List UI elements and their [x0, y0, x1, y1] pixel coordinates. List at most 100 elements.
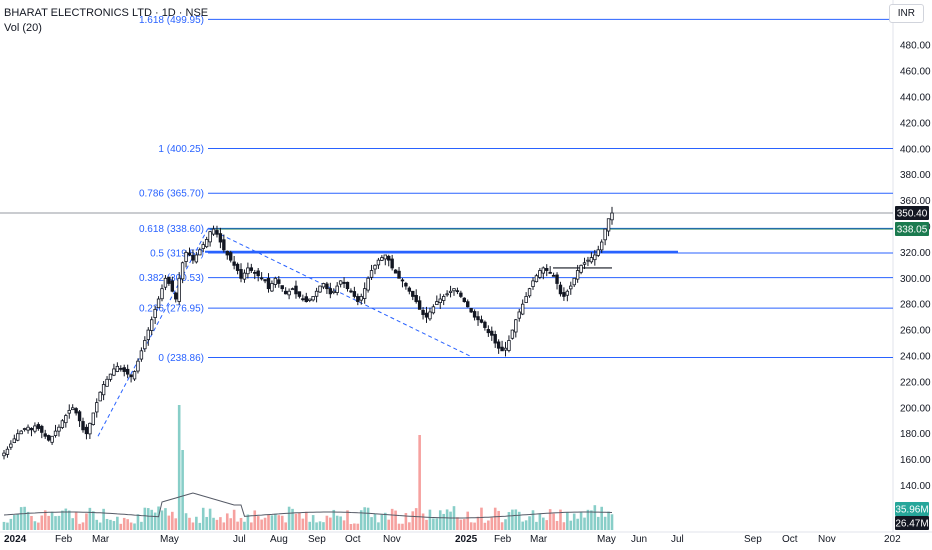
candle-body [225, 250, 229, 256]
candle-body [112, 368, 116, 376]
y-tick-label: 480.00 [900, 41, 931, 52]
volume-bar [524, 520, 528, 530]
volume-bar [43, 510, 47, 530]
volume-bar [442, 513, 445, 530]
volume-bar [98, 522, 102, 530]
volume-bar [85, 513, 88, 530]
candle-body [280, 285, 284, 290]
candle-body [455, 290, 460, 293]
volume-bar [411, 511, 415, 530]
volume-bar [2, 521, 6, 530]
candle-body [191, 255, 195, 261]
volume-bar [425, 519, 428, 530]
volume-bar [105, 518, 109, 530]
candle-body [610, 212, 614, 221]
volume-bar [459, 519, 463, 530]
x-tick-label: Nov [818, 534, 836, 545]
candle-body [283, 290, 288, 295]
volume-bar [315, 522, 318, 530]
candle-body [208, 231, 212, 243]
x-tick-label: Oct [782, 534, 798, 545]
volume-bar [19, 507, 23, 530]
volume-bar [356, 523, 360, 530]
volume-bar [277, 515, 281, 530]
candle-body [160, 288, 164, 300]
volume-bar [92, 511, 95, 530]
candle-body [366, 277, 370, 291]
volume-bar [538, 513, 542, 530]
volume-bar [112, 521, 116, 530]
candle-body [332, 290, 336, 293]
volume-indicator-label[interactable]: Vol (20) [4, 22, 42, 34]
candle-body [345, 281, 350, 290]
volume-bar [342, 520, 346, 530]
candle-body [273, 277, 278, 285]
candle-body [229, 252, 233, 261]
candle-body [593, 254, 597, 261]
y-tick-label: 280.00 [900, 300, 931, 311]
volume-bar [116, 516, 119, 530]
volume-bar [394, 510, 397, 530]
volume-bar [246, 514, 250, 530]
x-tick-label: Sep [744, 534, 762, 545]
volume-bar [291, 508, 294, 530]
volume-bar [339, 516, 342, 530]
volume-bar [78, 523, 81, 530]
candle-body [146, 329, 150, 340]
x-tick-label: Jul [233, 534, 246, 545]
y-tick-label: 460.00 [900, 67, 931, 78]
fib-trend-up [97, 228, 209, 437]
candle-body [417, 300, 422, 310]
candle-body [136, 360, 140, 372]
candle-body [527, 288, 532, 297]
y-tick-label: 380.00 [900, 170, 931, 181]
currency-button[interactable]: INR [888, 4, 924, 23]
volume-bar [225, 513, 229, 530]
volume-bar [263, 517, 267, 530]
candle-body [469, 308, 473, 313]
candle-body [177, 277, 181, 302]
candle-body [500, 346, 504, 352]
candle-body [143, 340, 147, 350]
volume-bar [566, 512, 569, 530]
symbol-title[interactable]: BHARAT ELECTRONICS LTD · 1D · NSE [4, 7, 209, 19]
candle-body [67, 409, 71, 414]
y-tick-label: 440.00 [900, 93, 931, 104]
candle-body [562, 292, 566, 297]
volume-bar [95, 519, 99, 530]
candle-body [57, 426, 61, 432]
volume-bar [380, 514, 384, 530]
candle-body [586, 259, 590, 262]
volume-bar [287, 506, 291, 530]
volume-bar [572, 513, 576, 530]
volume-bar [603, 516, 607, 530]
candle-body [572, 277, 576, 286]
volume-bar [174, 518, 178, 530]
candle-body [606, 218, 611, 232]
candle-body [108, 373, 113, 380]
volume-bar [346, 510, 349, 530]
volume-bar [466, 511, 470, 530]
candle-body [534, 275, 539, 283]
volume-bar [253, 510, 257, 530]
volume-bar [480, 507, 483, 530]
candle-body [26, 426, 30, 431]
volume-bar [541, 517, 545, 530]
x-tick-label: 2024 [4, 534, 27, 545]
volume-bar [195, 516, 198, 530]
candle-body [342, 281, 346, 284]
candle-body [119, 367, 123, 370]
y-tick-label: 360.00 [900, 196, 931, 207]
volume-bar [404, 513, 408, 530]
volume-bar [54, 516, 57, 530]
time-axis: 2024 Feb Mar May Jul Aug Sep Oct Nov 2025 Feb Mar Ma… [4, 534, 901, 545]
volume-bar [353, 523, 356, 530]
volume-bar [390, 508, 394, 530]
volume-bar [30, 515, 33, 530]
y-tick-label: 200.00 [900, 403, 931, 414]
candle-body [493, 334, 497, 344]
volume-bar [171, 511, 174, 530]
candle-body [46, 435, 51, 441]
candle-body [180, 262, 185, 280]
